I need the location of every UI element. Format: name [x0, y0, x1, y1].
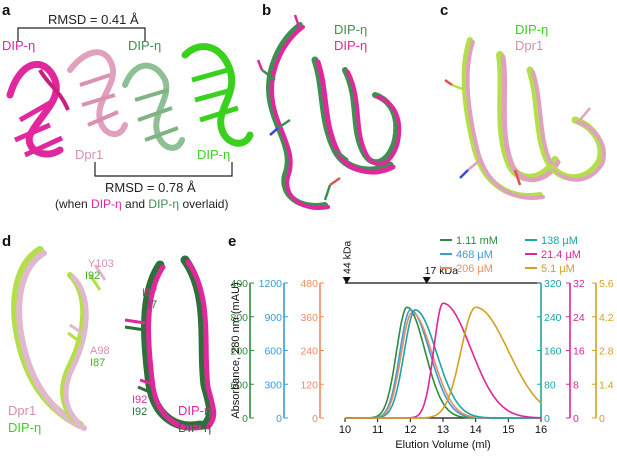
y-tick-label: 0 [573, 413, 579, 425]
y-tick-label: 1200 [259, 278, 283, 290]
y-tick-label: 240 [300, 346, 318, 358]
y-tick-label: 5.6 [599, 278, 614, 290]
y-tick-label: 2400 [230, 278, 248, 290]
y-tick-label: 0 [276, 413, 282, 425]
dpr1-structure-a [67, 49, 128, 137]
panel-letter-e: e [228, 233, 237, 250]
y-tick-label: 300 [264, 379, 282, 391]
panel-b-overlay [256, 14, 402, 210]
residue-i87-magenta: I87 [142, 287, 158, 299]
y-tick-label: 16 [573, 346, 585, 358]
mw-marker-triangle [342, 277, 351, 284]
y-axis-title: Absorbance, 280 nm (mAU) [230, 282, 242, 418]
y-tick-label: 160 [544, 346, 562, 358]
x-tick-label: 12 [404, 424, 416, 436]
panel-d-label-dip-eta-magenta: DIP-η [178, 403, 212, 418]
panel-letter-d: d [2, 233, 12, 250]
y-tick-label: 0 [544, 413, 550, 425]
y-tick-label: 900 [264, 312, 282, 324]
y-tick-label: 1800 [230, 312, 248, 324]
y-tick-label: 1200 [230, 346, 248, 358]
dip-eta-magenta-structure [6, 60, 70, 158]
overlay-note: (when DIP-η and DIP-η overlaid) [55, 197, 228, 211]
legend-label: 468 µM [456, 249, 493, 261]
residue-i92-green: I92 [85, 270, 101, 282]
mw-marker-triangle [422, 277, 431, 284]
residue-i87-dark: I87 [142, 299, 158, 311]
rmsd-bottom-label: RMSD = 0.78 Å [105, 180, 196, 195]
panel-d-label-dpr1: Dpr1 [8, 403, 37, 418]
overlay-note-suffix: overlaid) [179, 197, 229, 211]
y-tick-label: 600 [264, 346, 282, 358]
y-tick-label: 480 [300, 278, 318, 290]
series-line [345, 302, 542, 419]
panel-a-label-dip-eta-green: DIP-η [197, 147, 231, 162]
panel-b-label-magenta: DIP-η [334, 38, 368, 53]
legend-label: 206 µM [456, 263, 493, 275]
legend-label: 1.11 mM [456, 235, 498, 247]
y-tick-label: 8 [573, 379, 579, 391]
y-tick-label: 32 [573, 278, 585, 290]
panel-c-label-green: DIP-η [515, 22, 549, 37]
y-tick-label: 120 [300, 379, 318, 391]
rmsd-bottom-bracket [94, 162, 233, 177]
y-tick-label: 360 [300, 312, 318, 324]
x-tick-label: 16 [535, 424, 547, 436]
x-tick-label: 13 [437, 424, 449, 436]
panel-letter-a: a [2, 2, 11, 19]
mw-marker-label: 17 kDa [425, 265, 458, 277]
y-tick-label: 4.2 [599, 312, 614, 324]
overlay-note-darkgreen: DIP-η [148, 197, 180, 211]
y-tick-label: 0 [242, 413, 248, 425]
x-tick-label: 10 [339, 424, 351, 436]
residue-i87-green: I87 [90, 357, 106, 369]
residue-i92-magenta: I92 [132, 394, 148, 406]
y-tick-label: 600 [230, 379, 248, 391]
panel-a-label-dip-eta-darkgreen: DIP-η [128, 38, 162, 53]
panel-letter-c: c [440, 2, 449, 19]
x-axis-title: Elution Volume (ml) [395, 439, 490, 451]
overlay-note-prefix: (when [55, 197, 92, 211]
panel-letter-b: b [262, 2, 272, 19]
y-tick-label: 240 [544, 312, 562, 324]
overlay-note-mid: and [121, 197, 149, 211]
x-tick-label: 15 [502, 424, 514, 436]
sec-chart: 10 11 12 13 14 15 16 Elution Volume (ml) 0 600 120… [230, 235, 614, 451]
overlay-note-magenta: DIP-η [91, 197, 122, 211]
rmsd-top-label: RMSD = 0.41 Å [48, 12, 139, 27]
x-tick-label: 11 [372, 424, 383, 436]
dip-eta-darkgreen-structure [122, 62, 185, 151]
mw-marker-label: 44 kDa [342, 241, 354, 274]
series-line [345, 306, 541, 419]
panel-c-label-pink: Dpr1 [515, 38, 544, 53]
panel-d-interface [11, 246, 217, 431]
residue-a98: A98 [90, 345, 110, 357]
legend-label: 138 µM [541, 235, 578, 247]
y-tick-label: 24 [573, 312, 585, 324]
panel-c-overlay [444, 37, 606, 200]
y-tick-label: 80 [544, 379, 556, 391]
panel-d-label-dip-eta-dark: DIP-η [178, 420, 212, 435]
dip-eta-green-structure [181, 43, 254, 147]
rmsd-top-bracket [17, 27, 146, 42]
panel-a-structures [6, 27, 254, 177]
y-tick-label: 0 [312, 413, 318, 425]
residue-y103: Y103 [88, 258, 114, 270]
y-tick-label: 0 [599, 413, 605, 425]
x-tick-label: 14 [470, 424, 482, 436]
legend-label: 21.4 µM [541, 249, 581, 261]
panel-a-label-dip-eta-magenta: DIP-η [2, 38, 36, 53]
y-tick-label: 1.4 [599, 379, 614, 391]
y-tick-label: 320 [544, 278, 562, 290]
panel-a-label-dpr1: Dpr1 [75, 147, 104, 162]
series-line [345, 306, 542, 419]
legend-label: 5.1 µM [541, 263, 575, 275]
panel-b-label-dark: DIP-η [334, 22, 368, 37]
panel-d-label-dip-eta-green: DIP-η [8, 420, 42, 435]
y-tick-label: 2.8 [599, 346, 614, 358]
residue-i92-dark: I92 [132, 406, 148, 418]
